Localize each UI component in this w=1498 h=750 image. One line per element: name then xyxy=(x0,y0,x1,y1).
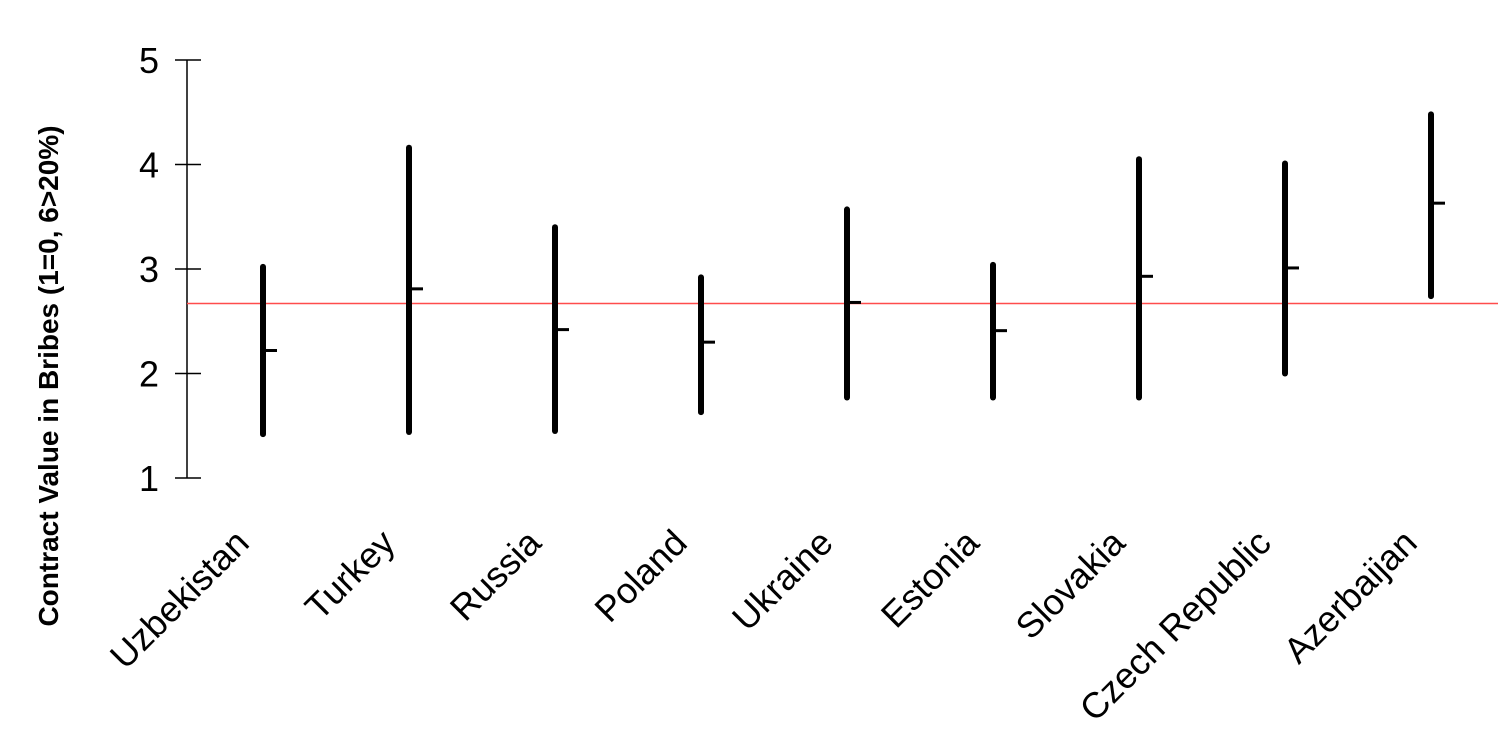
range-bar-group xyxy=(260,263,277,438)
y-tick-label: 2 xyxy=(139,354,159,395)
x-tick-label: Turkey xyxy=(297,522,403,628)
x-tick-label: Ukraine xyxy=(724,522,841,639)
y-axis-title: Contract Value in Bribes (1=0, 6>20%) xyxy=(33,125,64,626)
y-axis: 1 2 3 4 5 xyxy=(139,40,201,499)
x-tick-label: Slovakia xyxy=(1007,521,1133,647)
x-tick-label: Estonia xyxy=(873,521,988,636)
range-bar-group xyxy=(1136,156,1153,401)
x-tick-label: Azerbaijan xyxy=(1275,522,1424,671)
y-tick-label: 5 xyxy=(139,40,159,81)
x-tick-label: Uzbekistan xyxy=(102,522,257,677)
range-bars xyxy=(260,111,1445,438)
range-bar-group xyxy=(698,274,715,416)
range-bar-group xyxy=(1282,160,1299,377)
y-tick-label: 3 xyxy=(139,249,159,290)
range-bar-group xyxy=(406,144,423,436)
y-tick-label: 4 xyxy=(139,145,159,186)
y-tick-label: 1 xyxy=(139,458,159,499)
range-bar-group xyxy=(552,224,569,434)
range-bar-group xyxy=(844,206,861,401)
range-bar-group xyxy=(990,261,1007,401)
x-tick-label: Poland xyxy=(586,522,694,630)
range-bar-group xyxy=(1428,111,1445,300)
x-axis-labels: Uzbekistan Turkey Russia Poland Ukraine Eston… xyxy=(102,521,1425,729)
x-tick-label: Russia xyxy=(442,521,549,628)
